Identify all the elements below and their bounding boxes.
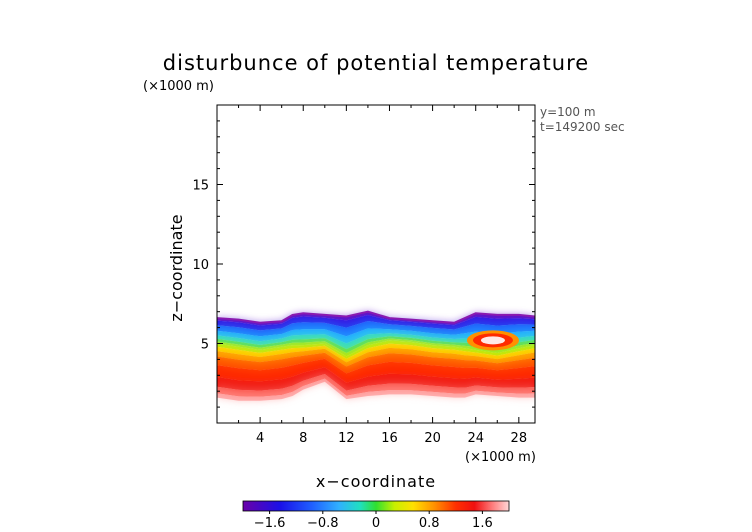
x-tick-label: 16	[381, 431, 398, 446]
warm-band-soft	[217, 374, 535, 397]
warm-band-soft	[217, 347, 535, 367]
y-tick-label: 10	[192, 258, 209, 273]
annotation-time: t=149200 sec	[540, 120, 625, 134]
x-tick-label: 12	[338, 431, 355, 446]
axis-ticks: 4 8 12 16 20 24 28 5 10 15	[192, 105, 535, 446]
colorbar-gradient	[242, 500, 510, 512]
field-smoothing	[217, 311, 535, 401]
y-axis-unit: (×1000 m)	[143, 79, 214, 94]
colorbar-tick-label: 0.8	[419, 516, 440, 531]
chart-title: disturbunce of potential temperature	[163, 51, 589, 75]
colorbar-tick-label: −0.8	[307, 516, 339, 531]
x-tick-label: 8	[299, 431, 307, 446]
colorbar-ticks: −1.6 −0.8 0 0.8 1.6	[254, 511, 493, 531]
colorbar-tick-label: 1.6	[472, 516, 493, 531]
x-tick-label: 24	[467, 431, 484, 446]
anomaly-core	[480, 336, 505, 345]
x-tick-label: 28	[511, 431, 528, 446]
warm-band-soft	[217, 367, 535, 391]
y-tick-label: 5	[201, 338, 209, 353]
colorbar-tick-label: −1.6	[254, 516, 286, 531]
plot-area: 4 8 12 16 20 24 28 5 10 15	[192, 104, 536, 446]
x-tick-label: 4	[256, 431, 264, 446]
warm-band	[217, 340, 535, 359]
cold-band-soft	[217, 335, 535, 354]
colorbar: −1.6 −0.8 0 0.8 1.6	[242, 500, 510, 531]
x-axis-unit: (×1000 m)	[465, 450, 536, 465]
warm-band-soft	[217, 378, 535, 401]
y-tick-label: 15	[192, 179, 209, 194]
annotation-y-position: y=100 m	[540, 105, 596, 119]
cold-band-soft	[217, 338, 535, 357]
temperature-field	[217, 310, 535, 401]
x-tick-label: 20	[424, 431, 441, 446]
x-axis-label: x−coordinate	[316, 472, 436, 491]
warm-band-soft	[217, 352, 535, 374]
layer-top-edge	[217, 310, 535, 324]
warm-band-soft	[217, 358, 535, 383]
colorbar-tick-label: 0	[372, 516, 380, 531]
cold-band-soft	[217, 332, 535, 350]
y-axis-label: z−coordinate	[167, 214, 186, 321]
cold-band-soft	[217, 327, 535, 345]
warm-band-soft	[217, 343, 535, 363]
